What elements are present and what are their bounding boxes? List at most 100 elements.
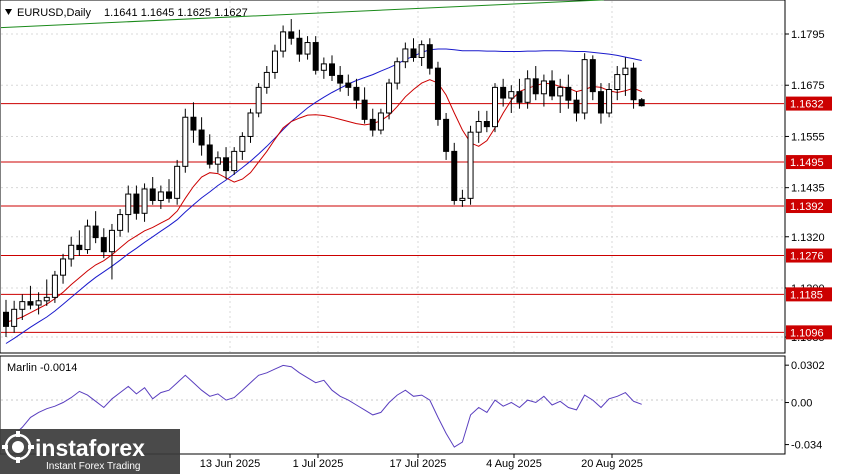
candle[interactable]: [353, 78, 360, 109]
candle[interactable]: [312, 36, 319, 75]
candle[interactable]: [361, 87, 368, 124]
candle[interactable]: [198, 117, 205, 156]
candle[interactable]: [84, 219, 91, 254]
candle[interactable]: [304, 36, 311, 60]
candle[interactable]: [247, 108, 254, 143]
green-moving-average: [0, 0, 605, 29]
candle[interactable]: [320, 57, 327, 79]
candle[interactable]: [345, 74, 352, 96]
bull-candle-body: [524, 78, 531, 103]
candle[interactable]: [125, 185, 132, 233]
price-tick-label: 1.1555: [791, 131, 825, 143]
candle[interactable]: [271, 44, 278, 79]
candle[interactable]: [133, 185, 140, 220]
bear-candle-body: [565, 86, 572, 101]
candle[interactable]: [426, 38, 433, 75]
candle[interactable]: [35, 292, 42, 315]
candle[interactable]: [51, 270, 58, 303]
candle[interactable]: [377, 108, 384, 135]
candle[interactable]: [149, 177, 156, 205]
candle[interactable]: [157, 185, 164, 210]
candle[interactable]: [231, 147, 238, 175]
candle[interactable]: [100, 228, 107, 259]
level-badge: [786, 96, 832, 111]
candle[interactable]: [141, 183, 148, 222]
candle[interactable]: [451, 142, 458, 205]
price-tick-label: 1.1675: [791, 80, 825, 92]
candle[interactable]: [117, 209, 124, 237]
candle[interactable]: [369, 108, 376, 137]
bear-candle-body: [434, 67, 441, 120]
candle[interactable]: [581, 53, 588, 120]
bear-candle-body: [361, 99, 368, 120]
candle[interactable]: [410, 38, 417, 62]
candle[interactable]: [638, 98, 645, 107]
candle[interactable]: [540, 74, 547, 107]
level-badge-label: 1.1632: [790, 99, 824, 111]
candle[interactable]: [11, 300, 18, 333]
candle[interactable]: [182, 108, 189, 173]
candle[interactable]: [492, 83, 498, 133]
candle[interactable]: [27, 285, 34, 310]
candle[interactable]: [622, 57, 629, 96]
bull-candle-body: [418, 44, 425, 58]
candle[interactable]: [68, 236, 75, 267]
candle[interactable]: [589, 55, 596, 101]
indicator-panel: [0, 355, 786, 455]
candle[interactable]: [288, 19, 295, 45]
candle[interactable]: [239, 132, 246, 160]
bear-candle-body: [483, 121, 490, 128]
candle[interactable]: [19, 294, 26, 320]
candle[interactable]: [263, 66, 270, 94]
candle[interactable]: [166, 179, 172, 203]
candle[interactable]: [223, 147, 230, 180]
candle[interactable]: [337, 66, 344, 92]
bull-candle-body: [377, 112, 384, 131]
candle[interactable]: [606, 83, 613, 118]
collapse-triangle-icon[interactable]: [5, 9, 12, 15]
candle[interactable]: [557, 78, 564, 113]
candle[interactable]: [190, 102, 197, 143]
bear-candle-body: [410, 48, 417, 58]
candle[interactable]: [206, 134, 213, 169]
candle[interactable]: [214, 151, 221, 173]
bull-candle-body: [174, 165, 181, 199]
candle[interactable]: [508, 85, 515, 113]
candle[interactable]: [573, 91, 580, 122]
candle[interactable]: [483, 110, 490, 133]
candle[interactable]: [43, 279, 50, 306]
candle[interactable]: [402, 42, 409, 69]
candle[interactable]: [532, 66, 539, 101]
candle[interactable]: [516, 78, 523, 109]
candle[interactable]: [76, 230, 83, 256]
candle[interactable]: [92, 211, 99, 244]
candle[interactable]: [394, 57, 401, 90]
candle[interactable]: [549, 70, 556, 101]
candle[interactable]: [443, 112, 450, 160]
candle[interactable]: [386, 78, 393, 120]
candle[interactable]: [280, 25, 287, 58]
candle[interactable]: [329, 55, 335, 81]
candle[interactable]: [565, 74, 572, 109]
bull-candle-body: [386, 82, 393, 114]
indicator-label: Marlin -0.0014: [7, 362, 77, 374]
candle[interactable]: [467, 125, 474, 205]
candle[interactable]: [500, 78, 507, 107]
candle[interactable]: [3, 299, 9, 338]
candle[interactable]: [60, 253, 67, 284]
candle[interactable]: [255, 83, 262, 118]
candle[interactable]: [459, 189, 466, 207]
candle[interactable]: [524, 70, 531, 109]
candle[interactable]: [597, 83, 604, 124]
candle[interactable]: [475, 110, 482, 143]
candle[interactable]: [108, 223, 115, 280]
bear-candle-body: [630, 67, 637, 101]
candle[interactable]: [296, 29, 303, 62]
candle[interactable]: [434, 61, 441, 126]
candle[interactable]: [614, 66, 621, 101]
bear-candle-body: [500, 86, 507, 99]
candle[interactable]: [174, 159, 181, 205]
candle[interactable]: [630, 62, 637, 109]
candle[interactable]: [418, 40, 425, 67]
